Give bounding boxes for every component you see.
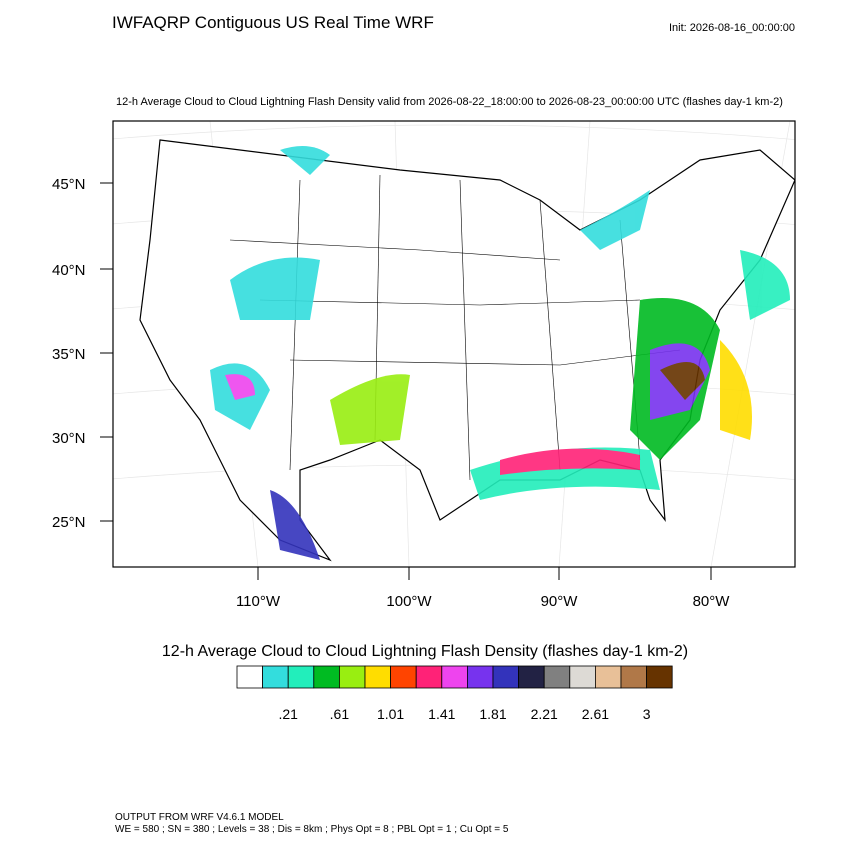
lat-label: 35°N [52,346,86,363]
colorbar-tick-label: 2.61 [582,706,609,722]
colorbar-box [595,665,622,689]
colorbar-tick-label: .21 [278,706,298,722]
colorbar-box [466,665,494,689]
lat-label: 30°N [52,430,86,447]
longitude-labels: 110°W 100°W 90°W 80°W [236,567,730,610]
init-time: Init: 2026-08-16_00:00:00 [669,22,795,34]
footer-line: WE = 580 ; SN = 380 ; Levels = 38 ; Dis … [115,824,509,835]
lat-label: 40°N [52,262,86,279]
lon-label: 100°W [386,593,432,610]
footer-line: OUTPUT FROM WRF V4.6.1 MODEL [115,812,284,823]
colorbar-tick-label: 2.21 [531,706,558,722]
colorbar-box [287,665,315,689]
lat-label: 45°N [52,176,86,193]
colorbar-tick-label: 1.41 [428,706,455,722]
colorbar-box [543,665,571,689]
colorbar: .21 .61 1.01 1.41 1.81 2.21 2.61 3 [236,665,673,722]
latitude-labels: 45°N 40°N 35°N 30°N 25°N [52,176,113,531]
colorbar-label: 12-h Average Cloud to Cloud Lightning Fl… [162,643,688,660]
colorbar-box [620,665,648,689]
colorbar-box [338,665,366,689]
colorbar-tick-label: 1.01 [377,706,404,722]
lon-label: 110°W [236,593,281,610]
colorbar-tick-label: 3 [643,706,651,722]
lon-label: 90°W [541,593,579,610]
colorbar-box [518,665,545,689]
colorbar-box [390,665,417,689]
colorbar-box [492,665,520,689]
colorbar-box [415,665,443,689]
colorbar-box [646,665,673,689]
colorbar-box [313,665,340,689]
title: IWFAQRP Contiguous US Real Time WRF [112,13,434,32]
lat-label: 25°N [52,514,86,531]
colorbar-box [236,665,264,689]
colorbar-tick-label: .61 [330,706,350,722]
colorbar-box [569,665,596,689]
lon-label: 80°W [693,593,731,610]
colorbar-tick-label: 1.81 [479,706,506,722]
colorbar-box [364,665,392,689]
map: 45°N 40°N 35°N 30°N 25°N 110°W 100°W 90°W 80°W [52,120,796,610]
colorbar-box [262,665,289,689]
subtitle: 12-h Average Cloud to Cloud Lightning Fl… [116,96,783,108]
colorbar-box [441,665,468,689]
